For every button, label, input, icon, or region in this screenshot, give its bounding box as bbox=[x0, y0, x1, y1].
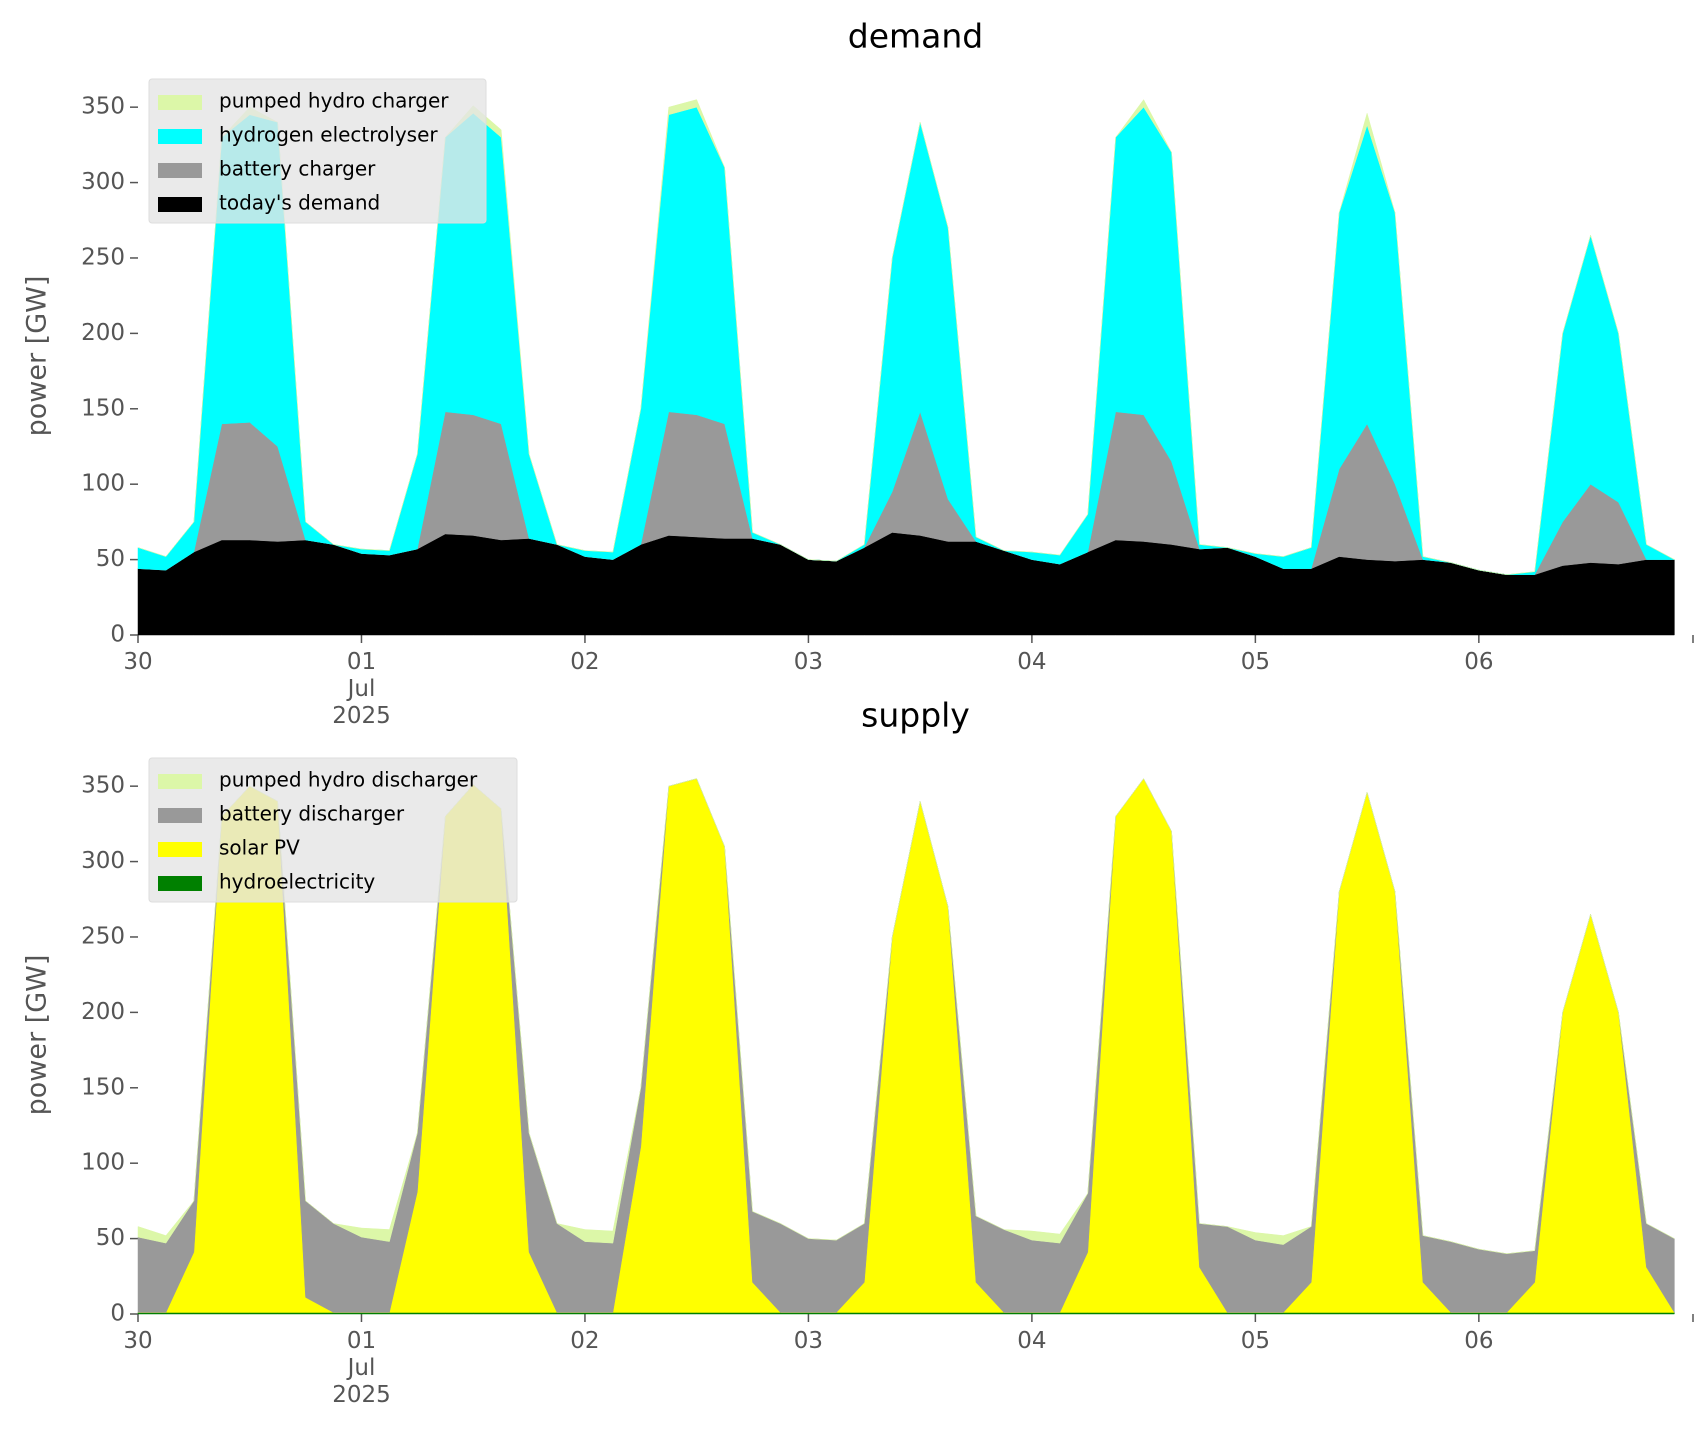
y-tick-label: 0 bbox=[110, 622, 125, 648]
legend-swatch bbox=[158, 876, 202, 891]
legend-label: solar PV bbox=[219, 836, 300, 860]
y-tick-label: 50 bbox=[96, 546, 125, 572]
legend-swatch bbox=[158, 842, 202, 857]
x-tick-label: 05 bbox=[1240, 649, 1270, 675]
legend-label: today's demand bbox=[219, 191, 380, 215]
x-tick-label: 02 bbox=[570, 1328, 600, 1354]
legend-swatch bbox=[158, 129, 202, 144]
y-tick-label: 350 bbox=[81, 94, 125, 120]
legend-swatch bbox=[158, 808, 202, 823]
x-tick-label: 04 bbox=[1017, 649, 1047, 675]
x-tick-label: 30 bbox=[123, 1328, 153, 1354]
y-tick-label: 100 bbox=[81, 1150, 125, 1176]
y-tick-label: 350 bbox=[81, 773, 125, 799]
y-tick-label: 300 bbox=[81, 848, 125, 874]
x-tick-label: 05 bbox=[1240, 1328, 1270, 1354]
x-tick-label: 01 Jul 2025 bbox=[332, 1328, 391, 1408]
x-tick-label: 06 bbox=[1464, 649, 1494, 675]
y-tick-label: 250 bbox=[81, 244, 125, 270]
area bbox=[137, 99, 1675, 575]
y-tick-label: 100 bbox=[81, 471, 125, 497]
y-tick-label: 150 bbox=[81, 395, 125, 421]
y-axis-label: power [GW] bbox=[22, 276, 53, 437]
y-tick-label: 0 bbox=[110, 1301, 125, 1327]
legend-label: hydroelectricity bbox=[219, 870, 375, 894]
area bbox=[137, 532, 1675, 636]
legend-label: pumped hydro discharger bbox=[219, 768, 478, 792]
legend-label: pumped hydro charger bbox=[219, 89, 449, 113]
area bbox=[137, 778, 1675, 1254]
y-tick-label: 200 bbox=[81, 320, 125, 346]
x-tick-label: 06 bbox=[1464, 1328, 1494, 1354]
y-tick-label: 200 bbox=[81, 999, 125, 1025]
legend-box bbox=[148, 78, 487, 224]
x-tick-label: 03 bbox=[793, 649, 824, 675]
x-tick-label: 02 bbox=[570, 649, 600, 675]
legend-label: battery charger bbox=[219, 157, 376, 181]
y-axis-label: power [GW] bbox=[22, 955, 53, 1116]
y-tick-label: 50 bbox=[96, 1225, 125, 1251]
chart-title: demand bbox=[848, 17, 983, 56]
chart-title: supply bbox=[861, 696, 970, 735]
y-tick-label: 300 bbox=[81, 169, 125, 195]
legend-swatch bbox=[158, 774, 202, 789]
y-tick-label: 150 bbox=[81, 1074, 125, 1100]
legend-box bbox=[148, 757, 518, 903]
legend-swatch bbox=[158, 163, 202, 178]
legend-label: battery discharger bbox=[219, 802, 405, 826]
y-tick-label: 250 bbox=[81, 923, 125, 949]
legend-swatch bbox=[158, 197, 202, 212]
x-tick-label: 30 bbox=[123, 649, 153, 675]
x-tick-label: 03 bbox=[793, 1328, 824, 1354]
x-tick-label: 04 bbox=[1017, 1328, 1047, 1354]
x-tick-label: 01 Jul 2025 bbox=[332, 649, 391, 729]
legend-label: hydrogen electrolyser bbox=[219, 123, 438, 147]
legend-swatch bbox=[158, 95, 202, 110]
